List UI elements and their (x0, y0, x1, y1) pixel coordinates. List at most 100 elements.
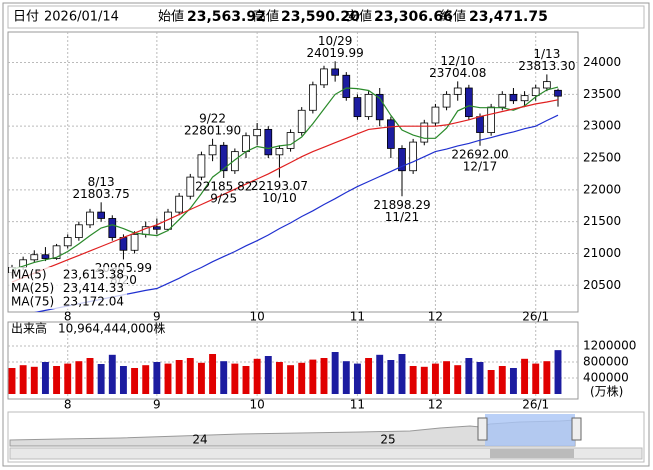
volume-bar (353, 363, 361, 394)
volume-bar (287, 365, 295, 394)
y-tick-label: 23500 (583, 87, 621, 101)
legend-name: MA(75) (11, 295, 54, 309)
candle-body (208, 144, 217, 156)
candle-body (353, 97, 362, 118)
x-tick-label: 8 (64, 398, 72, 412)
annotation-value: 22185.82 (195, 179, 252, 193)
candle-body (520, 95, 529, 102)
candle-body (63, 237, 72, 247)
candle-body (320, 68, 328, 86)
x-tick-label: 26/1 (522, 310, 549, 324)
annotation-date: 8/13 (88, 175, 115, 189)
volume-bar (298, 362, 306, 394)
volume-bar (431, 363, 439, 394)
date-label: 日付 (13, 10, 39, 25)
annotation-date: 9/25 (210, 191, 237, 205)
volume-bar (186, 358, 194, 394)
y-tick-label: 20500 (583, 278, 621, 292)
navigator-year: 25 (380, 433, 395, 447)
navigator-year: 24 (192, 433, 207, 447)
low-label: 安値 (346, 9, 372, 25)
candle-body (420, 122, 429, 143)
volume-bar (64, 363, 72, 394)
navigator-selection[interactable] (485, 414, 575, 446)
annotation-value: 23704.08 (429, 66, 486, 80)
candle-body (52, 245, 61, 259)
close-label: 終値 (440, 9, 466, 25)
volume-bar (131, 368, 139, 394)
volume-bar (376, 354, 384, 394)
volume-bar (264, 356, 272, 394)
candle-body (242, 135, 250, 153)
volume-plot-frame (7, 321, 579, 400)
y-tick-label: 22500 (583, 151, 621, 165)
candle-body (431, 106, 440, 124)
scrollbar[interactable] (9, 447, 643, 460)
volume-bar (398, 354, 406, 394)
y-tick-label: 24000 (583, 55, 621, 69)
candle-body (409, 141, 417, 172)
volume-bar (342, 361, 350, 394)
annotation-value: 21803.75 (73, 187, 130, 201)
candle-body (119, 237, 128, 251)
navigator-handle-right[interactable] (571, 417, 582, 441)
volume-bar (41, 362, 49, 394)
candle-body (30, 254, 39, 261)
candle-body (364, 93, 373, 118)
header-box (7, 5, 645, 29)
volume-bar (142, 365, 150, 394)
volume-bar (509, 368, 517, 394)
volume-bar (465, 358, 473, 394)
volume-bar (209, 354, 217, 394)
legend-name: MA(5) (11, 268, 47, 282)
y-tick-label: 21500 (583, 214, 621, 228)
volume-bar (164, 363, 172, 394)
candle-body (375, 93, 384, 121)
navigator-handle-left[interactable] (477, 417, 488, 441)
volume-total: 10,964,444,000株 (58, 321, 165, 336)
x-tick-label: 9 (153, 398, 161, 412)
volume-bar (119, 366, 127, 394)
annotation-date: 12/10 (440, 54, 475, 68)
volume-bar (532, 363, 540, 394)
x-tick-label: 9 (153, 310, 161, 324)
legend-value: 23,414.33 (63, 281, 124, 295)
candle-body (442, 93, 451, 108)
volume-bar (365, 358, 373, 394)
volume-bar (253, 358, 261, 394)
volume-bar (231, 363, 239, 394)
annotation-date: 12/17 (463, 159, 498, 173)
x-tick-label: 10 (250, 398, 265, 412)
annotation-value: 22801.90 (184, 123, 241, 137)
x-tick-label: 11 (350, 398, 365, 412)
scrollbar-thumb[interactable] (490, 449, 574, 458)
volume-bar (487, 370, 495, 394)
legend-box (9, 267, 127, 309)
candle-body (97, 211, 105, 219)
annotation-date: 9/22 (199, 111, 226, 125)
volume-bar (409, 366, 417, 394)
y-tick-label: 21000 (583, 246, 621, 260)
candle-body (219, 144, 228, 172)
annotation-value: 24019.99 (307, 46, 364, 60)
candle-body (86, 211, 94, 226)
volume-bar (387, 360, 395, 394)
volume-bar (275, 362, 283, 394)
volume-bar (498, 366, 506, 394)
volume-tick-label: 800000 (583, 355, 629, 369)
volume-bar (554, 350, 562, 394)
volume-bar (331, 352, 339, 394)
volume-unit: (万株) (590, 384, 623, 399)
main-plot (8, 61, 562, 312)
volume-bar (220, 361, 228, 394)
candle-body (231, 151, 239, 172)
candle-body (253, 128, 261, 137)
volume-bar (108, 354, 116, 394)
annotation-date: 10/29 (318, 34, 353, 48)
volume-bar (197, 362, 205, 394)
candle-body (331, 68, 339, 76)
open-label: 始値 (158, 9, 184, 25)
candle-body (398, 148, 406, 172)
